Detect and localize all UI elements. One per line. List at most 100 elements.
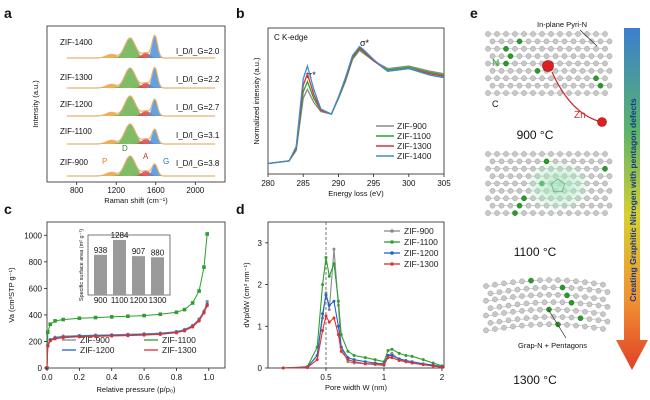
grap-n-label: Grap-N + Pentagons bbox=[518, 341, 587, 350]
c-atom bbox=[498, 188, 505, 194]
zn-path bbox=[551, 71, 599, 122]
c-atom bbox=[579, 53, 586, 59]
c-atom bbox=[525, 38, 532, 45]
c-atom bbox=[521, 165, 527, 172]
c-atom bbox=[541, 314, 548, 320]
c-atom bbox=[496, 304, 503, 310]
pore-zif-1200 bbox=[283, 294, 442, 369]
panel-b-title: C K-edge bbox=[274, 33, 308, 42]
d-legend-marker bbox=[390, 262, 394, 266]
inset-bar-value: 880 bbox=[151, 248, 165, 257]
xanes-zif-1400 bbox=[267, 45, 445, 165]
c-atom bbox=[548, 210, 554, 216]
band-label-p: P bbox=[102, 157, 107, 166]
c-atom bbox=[557, 60, 563, 67]
c-atom bbox=[564, 307, 570, 313]
c-atom-label: C bbox=[492, 99, 499, 109]
c-atom bbox=[602, 90, 608, 96]
c-atom bbox=[584, 165, 590, 172]
n-atom bbox=[568, 299, 575, 306]
panel-d-ticks: 0.5 1 2 0 1 2 3 bbox=[258, 239, 445, 382]
pore-point bbox=[363, 362, 367, 366]
c-atom bbox=[570, 38, 577, 45]
sample-label-zif-1300: ZIF-1300 bbox=[60, 73, 93, 82]
c-atom bbox=[521, 210, 527, 216]
c-atom bbox=[510, 323, 516, 330]
c-atom bbox=[507, 173, 514, 179]
c-xtick-label: 0.8 bbox=[171, 373, 183, 382]
zif-1200-a-band bbox=[86, 111, 196, 116]
panel-c-ticks: 0.0 0.2 0.4 0.6 0.8 1.0 0 200 400 600 800 1000 bbox=[24, 231, 215, 382]
c-xtick-label: 0.0 bbox=[41, 373, 53, 382]
pore-point bbox=[410, 361, 414, 365]
pore-point bbox=[327, 308, 331, 312]
pore-point bbox=[386, 356, 390, 360]
pore-point bbox=[386, 353, 390, 357]
c-atom bbox=[584, 151, 590, 157]
pore-point bbox=[324, 293, 328, 297]
panel-c-xlabel: Relative pressure (p/p₀) bbox=[97, 385, 176, 394]
c-atom bbox=[588, 68, 595, 74]
c-atom bbox=[566, 31, 572, 37]
c-atom bbox=[579, 158, 586, 165]
c-atom bbox=[566, 210, 572, 216]
c-atom bbox=[494, 31, 500, 37]
c-atom bbox=[570, 82, 577, 89]
c-atom bbox=[516, 53, 523, 59]
d-xtick-label: 0.5 bbox=[320, 373, 332, 382]
c-atom bbox=[528, 307, 534, 313]
c-atom bbox=[570, 53, 577, 59]
pore-point bbox=[404, 360, 408, 364]
isotherm-point bbox=[190, 301, 195, 305]
c-atom bbox=[507, 68, 514, 74]
isotherm-point bbox=[158, 312, 163, 317]
inset-xtick-label: 1200 bbox=[130, 296, 148, 305]
n-atom bbox=[543, 158, 550, 165]
c-atom bbox=[528, 292, 534, 299]
c-atom bbox=[525, 158, 532, 165]
c-atom bbox=[591, 280, 597, 287]
c-atom bbox=[485, 45, 491, 52]
c-atom bbox=[550, 284, 557, 291]
c-ytick-label: 1000 bbox=[24, 231, 42, 240]
c-atom bbox=[489, 38, 496, 45]
c-atom bbox=[555, 306, 561, 313]
panel-e-label: e bbox=[470, 5, 478, 21]
c-atom bbox=[541, 299, 548, 306]
band-label-g: G bbox=[163, 157, 169, 166]
isotherm-point bbox=[77, 335, 81, 339]
band-label-a: A bbox=[143, 152, 149, 161]
c-atom bbox=[597, 158, 604, 165]
c-atom bbox=[543, 53, 550, 59]
c-atom bbox=[557, 45, 563, 52]
zif-1400-envelope bbox=[66, 34, 216, 59]
c-atom bbox=[559, 299, 566, 306]
c-atom bbox=[537, 277, 543, 283]
c-atom bbox=[532, 314, 539, 321]
a-xtick-label: 1600 bbox=[147, 186, 165, 195]
isotherm-point bbox=[109, 315, 114, 319]
c-atom bbox=[539, 151, 545, 157]
c-atom bbox=[600, 311, 606, 317]
c-xtick-label: 0.4 bbox=[106, 373, 118, 382]
c-atom bbox=[494, 45, 500, 52]
c-atom bbox=[573, 293, 579, 299]
n-atom bbox=[507, 53, 514, 59]
c-atom bbox=[546, 277, 552, 283]
pore-point bbox=[352, 353, 356, 357]
c-atom bbox=[579, 68, 586, 74]
pore-point bbox=[346, 349, 350, 353]
pyri-n-pointer bbox=[579, 29, 598, 47]
c-atom bbox=[597, 188, 604, 194]
c-atom bbox=[566, 90, 572, 96]
b-legend-label: ZIF-1300 bbox=[397, 141, 432, 151]
c-atom bbox=[602, 210, 608, 216]
panel-b-xanes: b C K-edge π* σ* ZIF-900ZIF-1100ZIF-1300… bbox=[236, 5, 451, 198]
c-atom bbox=[489, 53, 496, 59]
c-atom bbox=[534, 82, 541, 89]
isotherm-point bbox=[126, 334, 130, 338]
n-atom bbox=[564, 292, 570, 299]
panel-a-xlabel: Raman shift (cm⁻¹) bbox=[104, 196, 168, 205]
n-atom bbox=[528, 277, 534, 284]
